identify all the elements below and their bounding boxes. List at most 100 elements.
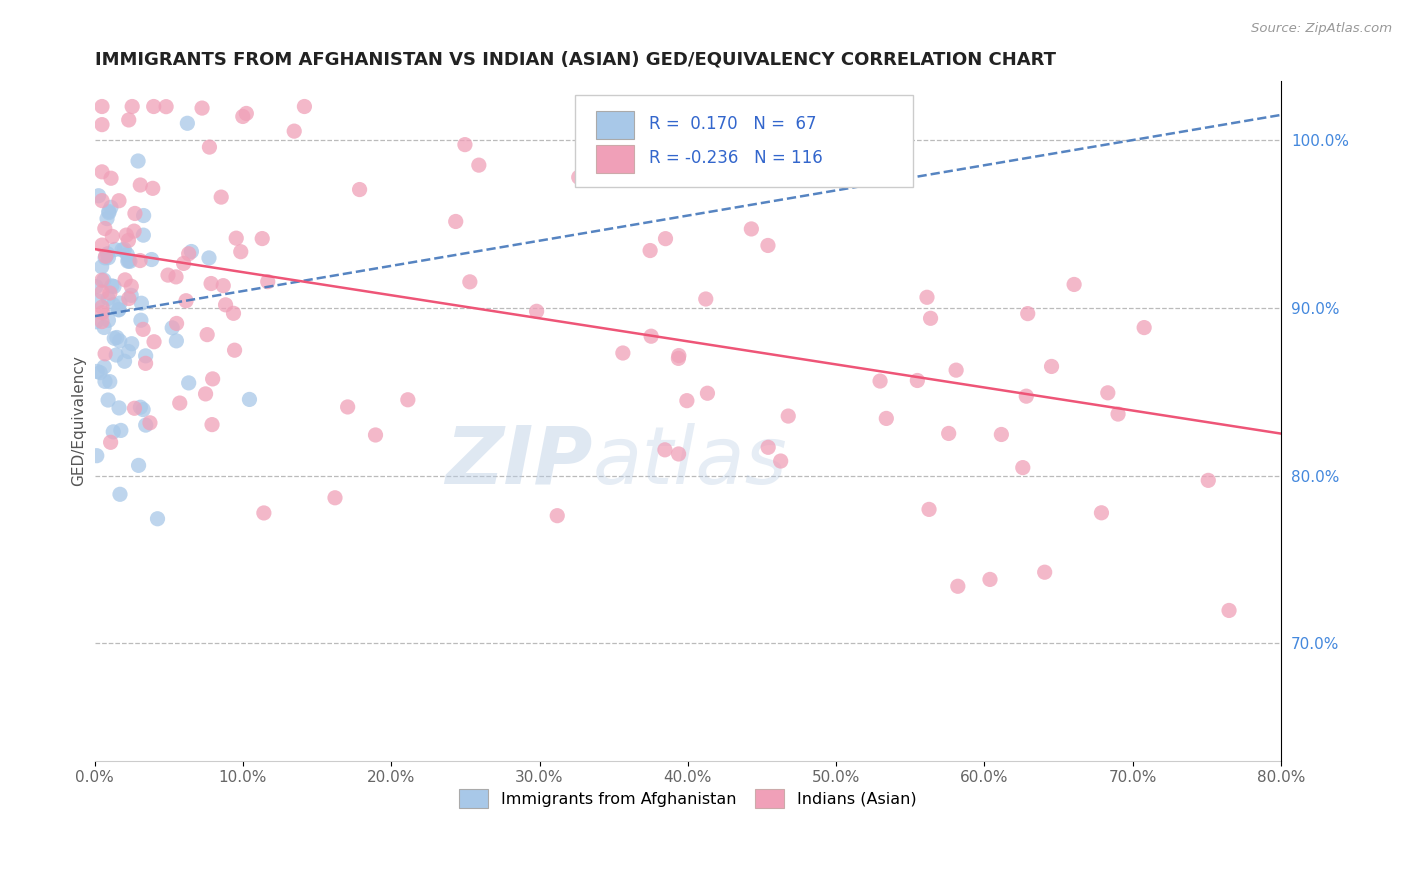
Point bbox=[676, 393, 699, 408]
Point bbox=[135, 356, 157, 370]
Point bbox=[103, 331, 125, 345]
Point bbox=[132, 322, 155, 336]
Point bbox=[695, 292, 717, 306]
Point bbox=[91, 118, 114, 132]
Point bbox=[124, 206, 146, 220]
Point bbox=[91, 238, 114, 252]
Point bbox=[115, 228, 138, 243]
Point bbox=[1063, 277, 1085, 292]
Point bbox=[89, 366, 111, 380]
Point bbox=[1015, 389, 1038, 403]
Point bbox=[91, 300, 114, 314]
Point bbox=[131, 296, 153, 310]
Point bbox=[103, 279, 125, 293]
Point bbox=[869, 374, 891, 388]
Point bbox=[117, 234, 139, 248]
Point bbox=[232, 110, 254, 124]
Point bbox=[990, 427, 1012, 442]
Point bbox=[756, 440, 779, 454]
Point bbox=[91, 285, 114, 300]
Point bbox=[214, 298, 236, 312]
Point bbox=[103, 425, 125, 439]
Point bbox=[155, 100, 177, 114]
Point bbox=[875, 411, 897, 425]
Point bbox=[101, 229, 124, 244]
Point bbox=[938, 426, 960, 441]
Point bbox=[97, 292, 120, 306]
Point bbox=[87, 293, 110, 308]
Point bbox=[250, 231, 273, 245]
Point bbox=[209, 190, 232, 204]
Point bbox=[118, 112, 141, 127]
Text: R = -0.236   N = 116: R = -0.236 N = 116 bbox=[648, 149, 823, 167]
Point bbox=[90, 260, 112, 274]
Point bbox=[91, 99, 114, 113]
Point bbox=[194, 387, 217, 401]
Point bbox=[97, 251, 120, 265]
Point bbox=[160, 321, 183, 335]
Point bbox=[165, 334, 187, 348]
Text: Source: ZipAtlas.com: Source: ZipAtlas.com bbox=[1251, 22, 1392, 36]
Point bbox=[200, 277, 222, 291]
Point bbox=[920, 311, 942, 326]
Point bbox=[94, 347, 117, 361]
Point bbox=[905, 374, 928, 388]
Point bbox=[166, 317, 188, 331]
Point bbox=[1011, 460, 1033, 475]
Point bbox=[256, 275, 278, 289]
Point bbox=[946, 579, 969, 593]
Point bbox=[94, 221, 117, 235]
Point bbox=[118, 254, 141, 268]
Point bbox=[127, 153, 149, 168]
Point bbox=[165, 269, 187, 284]
Point bbox=[112, 243, 135, 257]
Point bbox=[142, 181, 165, 195]
Point bbox=[778, 409, 800, 423]
Point bbox=[696, 386, 718, 401]
Text: atlas: atlas bbox=[593, 423, 787, 500]
Point bbox=[97, 392, 120, 407]
Point bbox=[143, 334, 166, 349]
Point bbox=[132, 228, 155, 243]
Point bbox=[122, 224, 145, 238]
Point bbox=[100, 435, 122, 450]
Point bbox=[129, 313, 152, 327]
Point bbox=[96, 211, 118, 226]
Point bbox=[105, 330, 128, 344]
Point bbox=[105, 348, 128, 362]
Point bbox=[253, 506, 276, 520]
Point bbox=[111, 243, 134, 257]
Point bbox=[668, 349, 690, 363]
Point bbox=[91, 165, 114, 179]
Point bbox=[195, 327, 218, 342]
Point bbox=[139, 416, 162, 430]
Point bbox=[396, 392, 419, 407]
Text: IMMIGRANTS FROM AFGHANISTAN VS INDIAN (ASIAN) GED/EQUIVALENCY CORRELATION CHART: IMMIGRANTS FROM AFGHANISTAN VS INDIAN (A… bbox=[94, 51, 1056, 69]
Point bbox=[121, 99, 143, 113]
Point bbox=[740, 222, 762, 236]
Point bbox=[120, 279, 142, 293]
Point bbox=[117, 253, 139, 268]
Point bbox=[107, 302, 129, 317]
Point bbox=[235, 106, 257, 120]
Point bbox=[177, 246, 200, 260]
Point bbox=[526, 304, 548, 318]
Point bbox=[191, 101, 214, 115]
Point bbox=[120, 288, 142, 302]
Point bbox=[128, 458, 150, 473]
Point bbox=[108, 334, 131, 348]
Point bbox=[654, 442, 676, 457]
Point bbox=[135, 418, 157, 433]
Point bbox=[97, 247, 120, 261]
Point bbox=[454, 137, 477, 152]
Point bbox=[100, 200, 122, 214]
Point bbox=[104, 243, 127, 257]
Point bbox=[915, 290, 938, 304]
Point bbox=[94, 375, 117, 389]
Point bbox=[107, 302, 129, 317]
Text: ZIP: ZIP bbox=[446, 423, 593, 500]
Point bbox=[114, 354, 136, 368]
Point bbox=[568, 170, 591, 185]
Point bbox=[142, 99, 165, 113]
Point bbox=[86, 364, 108, 378]
